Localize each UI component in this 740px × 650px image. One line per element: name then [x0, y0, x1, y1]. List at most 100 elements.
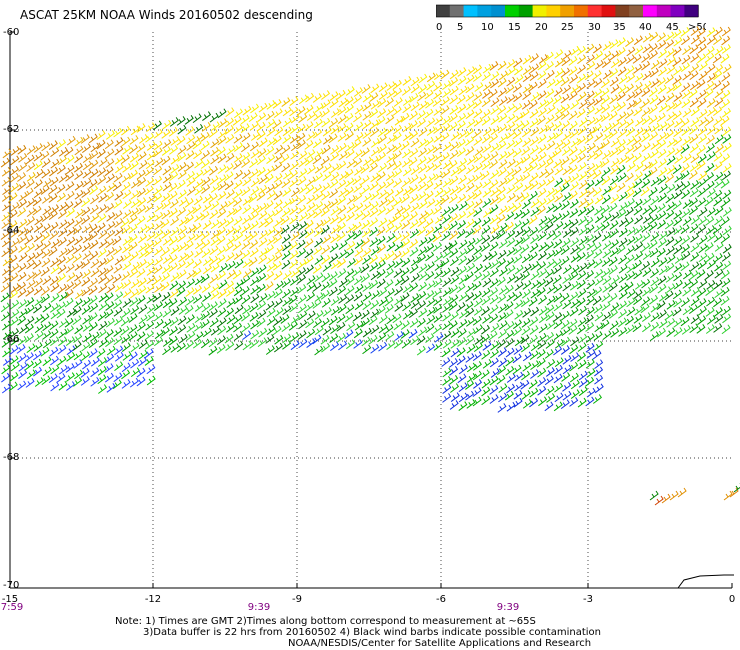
wind-barb — [282, 340, 292, 350]
wind-barb — [616, 145, 626, 156]
wind-barb — [497, 77, 507, 88]
wind-barb — [633, 64, 643, 74]
wind-barb — [576, 252, 586, 262]
wind-barb — [129, 288, 139, 299]
wind-barb — [49, 166, 59, 177]
wind-barb — [113, 199, 123, 209]
wind-barb — [129, 377, 139, 388]
wind-barb — [722, 163, 732, 173]
wind-barb — [721, 153, 731, 164]
wind-barb — [249, 247, 259, 258]
wind-barb — [608, 110, 618, 121]
wind-barb — [144, 348, 154, 359]
wind-barb — [386, 134, 396, 145]
wind-barb — [578, 216, 588, 226]
wind-barb — [378, 341, 388, 352]
wind-barb — [129, 268, 139, 278]
wind-barb — [304, 248, 314, 259]
wind-barb — [442, 311, 452, 322]
wind-barb — [417, 191, 427, 201]
wind-barb — [65, 190, 75, 201]
wind-barb — [233, 216, 243, 226]
wind-barb — [345, 248, 355, 259]
wind-barb — [537, 90, 547, 101]
wind-barb — [474, 82, 484, 92]
wind-barb — [194, 185, 204, 196]
wind-barb — [690, 252, 700, 262]
wind-barb — [657, 309, 667, 320]
wind-barb — [664, 74, 674, 85]
wind-barb — [201, 150, 210, 160]
wind-barb — [354, 104, 364, 115]
wind-barb — [489, 278, 499, 288]
wind-barb — [24, 352, 34, 362]
wind-barb — [537, 134, 547, 144]
wind-barb — [122, 189, 132, 200]
wind-barb — [626, 162, 636, 172]
wind-barb — [448, 240, 458, 250]
wind-barb — [400, 329, 410, 339]
wind-barb — [280, 224, 290, 235]
wind-barb — [418, 210, 428, 221]
wind-barb — [458, 174, 468, 185]
wind-barb — [714, 215, 724, 226]
wind-barb — [640, 98, 650, 109]
wind-barb — [105, 158, 115, 169]
wind-barb — [354, 132, 364, 142]
wind-barb — [49, 176, 59, 187]
wind-barb — [234, 258, 244, 269]
wind-barb — [18, 361, 28, 372]
lat-label-70: -70 — [3, 580, 20, 591]
wind-barb — [696, 324, 706, 334]
wind-barb — [705, 307, 715, 317]
wind-barb — [105, 229, 115, 240]
wind-barb — [330, 324, 340, 335]
wind-barb — [722, 126, 731, 137]
wind-barb — [618, 263, 628, 274]
wind-barb — [81, 296, 91, 307]
wind-barb — [465, 228, 475, 239]
wind-barb — [594, 268, 604, 279]
wind-barb — [529, 118, 539, 128]
wind-barb — [545, 367, 555, 377]
wind-barbs — [0, 26, 740, 506]
wind-barb — [570, 352, 580, 362]
wind-barb — [656, 327, 666, 338]
wind-barb — [689, 125, 699, 135]
wind-barb — [42, 330, 52, 340]
wind-barb — [401, 257, 411, 268]
wind-barb — [288, 295, 298, 305]
wind-barb — [705, 162, 715, 173]
wind-barb — [402, 76, 412, 86]
wind-barb — [89, 168, 99, 179]
wind-barb — [458, 319, 468, 329]
wind-barb — [521, 171, 531, 182]
wind-barb — [457, 328, 467, 338]
wind-barb — [442, 277, 452, 288]
wind-barb — [641, 222, 651, 233]
wind-barb — [130, 125, 140, 136]
wind-barb — [322, 126, 332, 137]
wind-barb — [192, 338, 202, 349]
wind-barb — [122, 260, 132, 271]
wind-barb — [465, 83, 475, 94]
wind-barb — [386, 153, 396, 163]
wind-barb — [672, 289, 682, 300]
wind-barb — [98, 274, 108, 284]
wind-barb — [632, 187, 642, 198]
wind-barb — [114, 218, 124, 228]
wind-barb — [586, 116, 596, 127]
wind-barb — [2, 356, 12, 366]
wind-barb — [65, 171, 75, 182]
wind-barb — [97, 267, 107, 278]
wind-barb — [448, 112, 458, 123]
wind-barb — [562, 390, 572, 401]
wind-barb — [194, 169, 204, 180]
wind-barb — [600, 78, 610, 89]
wind-barb — [585, 342, 595, 353]
wind-barb — [248, 257, 258, 267]
wind-barb — [649, 148, 659, 159]
wind-barb — [666, 111, 676, 122]
wind-barb — [450, 392, 460, 402]
wind-barb — [554, 357, 564, 368]
